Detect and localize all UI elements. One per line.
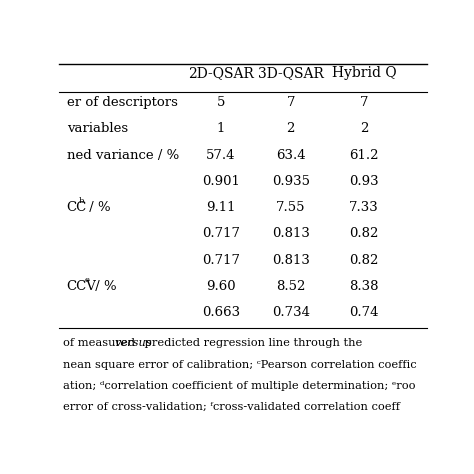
Text: 0.935: 0.935 (272, 175, 310, 188)
Text: 5: 5 (217, 96, 225, 109)
Text: ned variance / %: ned variance / % (66, 148, 179, 162)
Text: / %: / % (91, 280, 117, 293)
Text: 2: 2 (286, 122, 295, 135)
Text: variables: variables (66, 122, 128, 135)
Text: 57.4: 57.4 (206, 148, 236, 162)
Text: 0.82: 0.82 (349, 228, 379, 240)
Text: 61.2: 61.2 (349, 148, 379, 162)
Text: 1: 1 (217, 122, 225, 135)
Text: 0.74: 0.74 (349, 306, 379, 319)
Text: 3D-QSAR: 3D-QSAR (258, 66, 324, 80)
Text: b: b (78, 197, 84, 205)
Text: 63.4: 63.4 (276, 148, 306, 162)
Text: CCV: CCV (66, 280, 97, 293)
Text: 9.11: 9.11 (206, 201, 236, 214)
Text: Hybrid Q: Hybrid Q (332, 66, 396, 80)
Text: 2D-QSAR: 2D-QSAR (188, 66, 254, 80)
Text: 7.55: 7.55 (276, 201, 305, 214)
Text: 7: 7 (360, 96, 368, 109)
Text: 0.813: 0.813 (272, 228, 310, 240)
Text: 7.33: 7.33 (349, 201, 379, 214)
Text: 0.82: 0.82 (349, 254, 379, 267)
Text: 0.717: 0.717 (202, 228, 240, 240)
Text: / %: / % (85, 201, 110, 214)
Text: of measured: of measured (63, 338, 138, 348)
Text: 0.901: 0.901 (202, 175, 240, 188)
Text: error of cross-validation; ᶠcross-validated correlation coeff: error of cross-validation; ᶠcross-valida… (63, 402, 400, 412)
Text: e: e (84, 276, 89, 284)
Text: 0.734: 0.734 (272, 306, 310, 319)
Text: 8.52: 8.52 (276, 280, 305, 293)
Text: 7: 7 (286, 96, 295, 109)
Text: ation; ᵈcorrelation coefficient of multiple determination; ᵉroo: ation; ᵈcorrelation coefficient of multi… (63, 381, 415, 391)
Text: nean square error of calibration; ᶜPearson correlation coeffic: nean square error of calibration; ᶜPears… (63, 360, 417, 370)
Text: predicted regression line through the: predicted regression line through the (141, 338, 362, 348)
Text: 0.717: 0.717 (202, 254, 240, 267)
Text: er of descriptors: er of descriptors (66, 96, 177, 109)
Text: 0.663: 0.663 (202, 306, 240, 319)
Text: 0.813: 0.813 (272, 254, 310, 267)
Text: 8.38: 8.38 (349, 280, 379, 293)
Text: 0.93: 0.93 (349, 175, 379, 188)
Text: versus: versus (115, 338, 153, 348)
Text: 2: 2 (360, 122, 368, 135)
Text: CC: CC (66, 201, 87, 214)
Text: 9.60: 9.60 (206, 280, 236, 293)
